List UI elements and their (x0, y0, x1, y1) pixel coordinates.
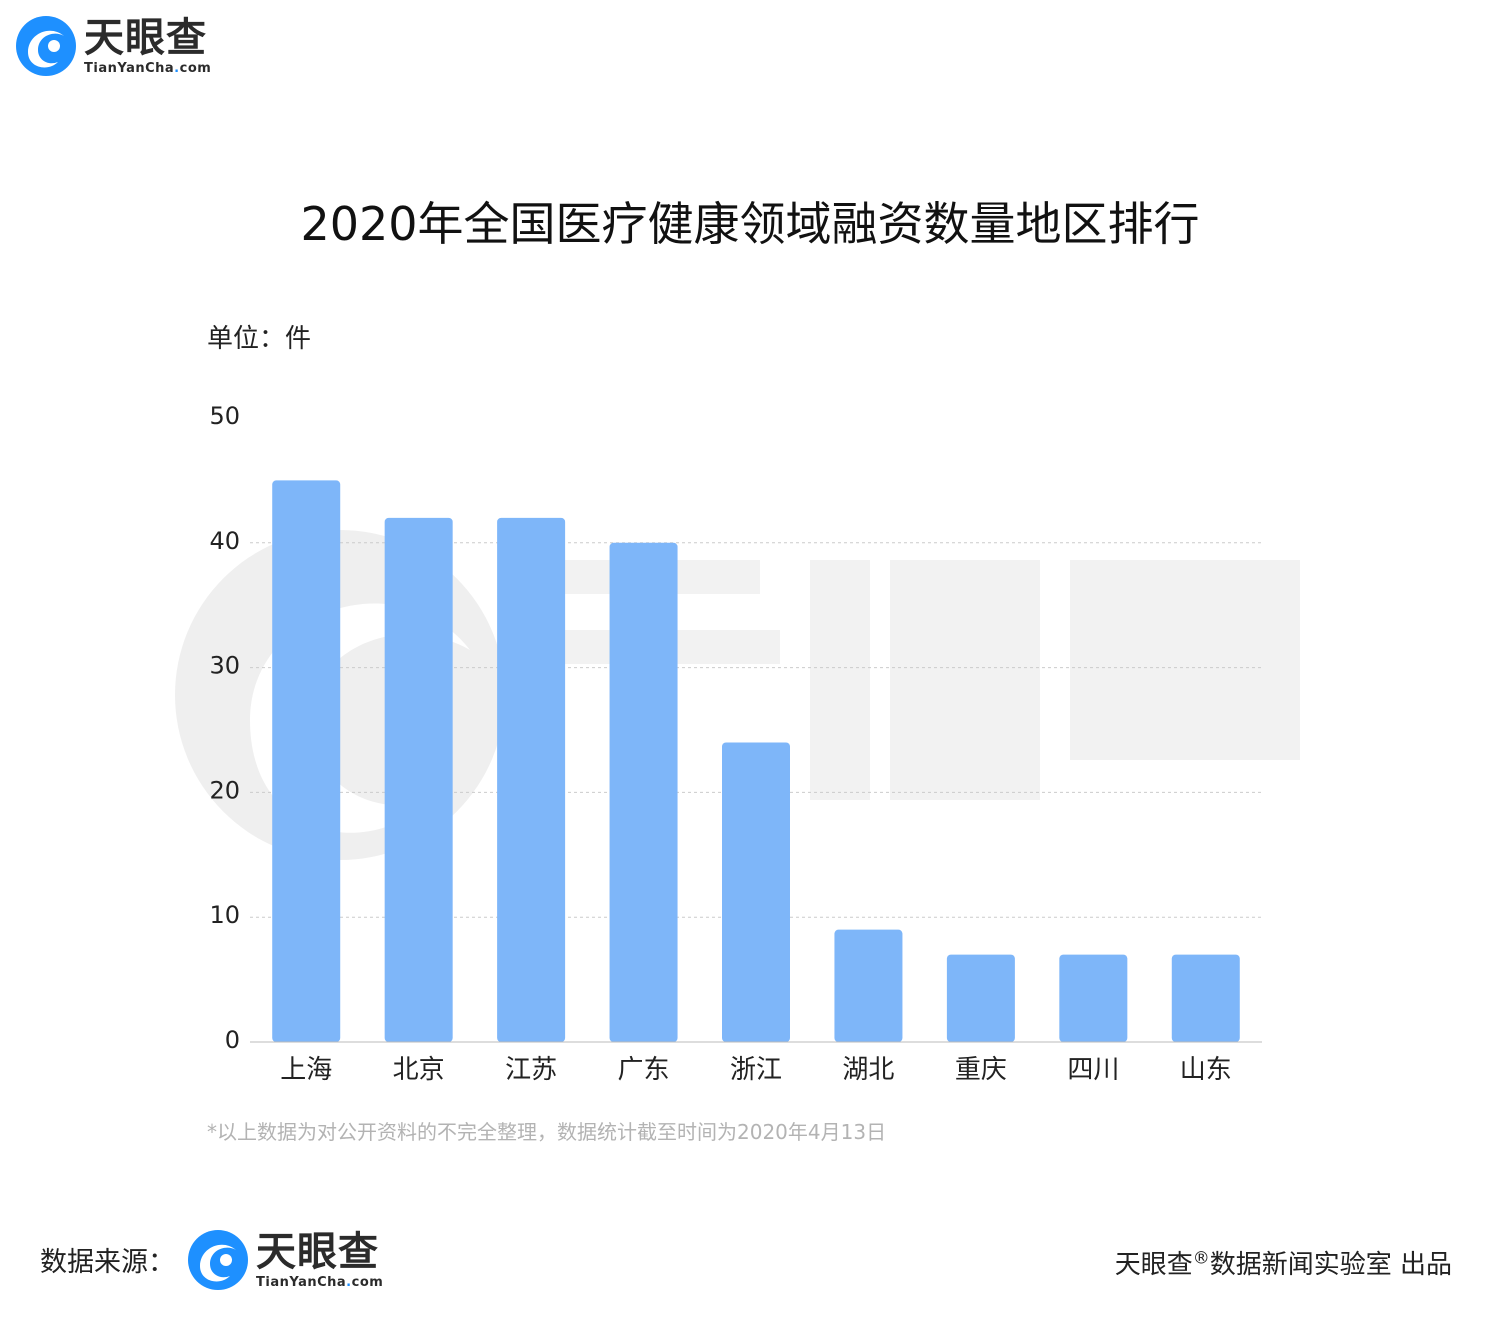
x-tick-label: 湖北 (842, 1055, 894, 1085)
y-tick-label: 40 (209, 527, 240, 555)
x-tick-label: 重庆 (955, 1055, 1007, 1085)
brand-name-en: TianYanCha.com (256, 1274, 384, 1290)
y-tick-label: 20 (209, 776, 240, 804)
bar (1059, 954, 1128, 1042)
bar (722, 742, 790, 1042)
x-tick-label: 浙江 (730, 1055, 782, 1085)
brand-name-en: TianYanCha.com (84, 60, 212, 76)
y-tick-label: 10 (209, 901, 240, 929)
tianyancha-logo-icon (188, 1230, 248, 1290)
y-tick-label: 50 (209, 402, 240, 430)
x-tick-label: 四川 (1067, 1055, 1119, 1085)
unit-label: 单位：件 (207, 324, 312, 354)
x-tick-label: 北京 (393, 1055, 445, 1085)
bar (272, 480, 341, 1042)
source-label: 数据来源： (40, 1247, 175, 1278)
brand-logo-bottom: 天眼查 TianYanCha.com (186, 1228, 383, 1292)
credit-text: 天眼查®数据新闻实验室 出品 (1114, 1248, 1452, 1280)
bar (609, 542, 678, 1042)
y-tick-label: 0 (225, 1026, 240, 1054)
bar (834, 929, 903, 1042)
x-tick-label: 上海 (280, 1055, 332, 1085)
tianyancha-logo-icon (16, 16, 76, 76)
bar (1171, 954, 1240, 1042)
footnote: *以上数据为对公开资料的不完全整理，数据统计截至时间为2020年4月13日 (207, 1120, 887, 1144)
y-tick-label: 30 (209, 652, 240, 680)
brand-name-cn: 天眼查 (256, 1228, 379, 1275)
bar (497, 517, 566, 1042)
brand-name-cn: 天眼查 (84, 14, 207, 61)
brand-logo-top: 天眼查 TianYanCha.com (14, 14, 211, 78)
x-tick-label: 江苏 (505, 1055, 557, 1085)
bar (384, 517, 453, 1042)
x-tick-label: 广东 (618, 1055, 670, 1085)
bar (946, 954, 1015, 1042)
x-tick-label: 山东 (1180, 1055, 1232, 1085)
chart-title: 2020年全国医疗健康领域融资数量地区排行 (300, 197, 1200, 251)
